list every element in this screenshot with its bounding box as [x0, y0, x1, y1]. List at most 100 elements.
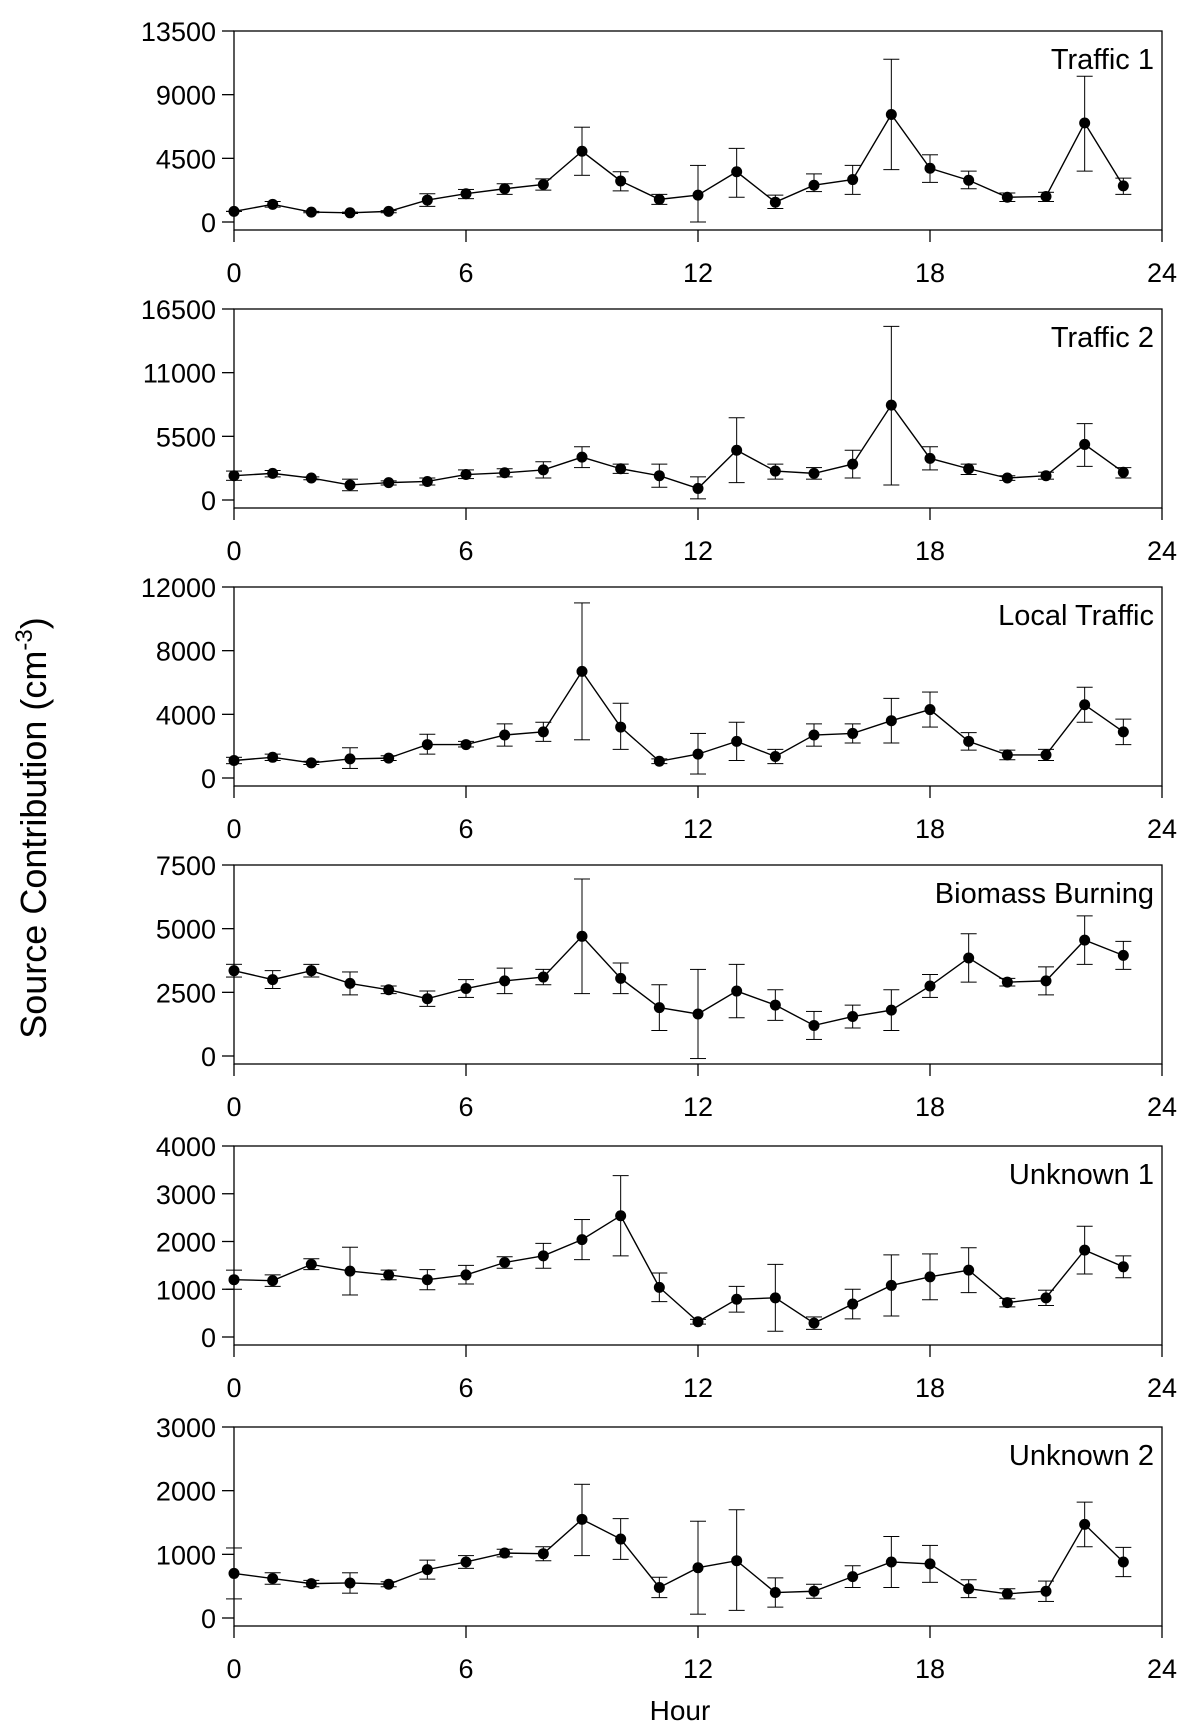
- data-point: [1117, 1556, 1129, 1568]
- data-point: [499, 1547, 511, 1559]
- data-point: [963, 174, 975, 186]
- data-point: [1079, 1518, 1091, 1530]
- y-tick-label: 3000: [156, 1180, 216, 1210]
- data-point: [305, 1578, 317, 1590]
- data-point: [267, 198, 279, 210]
- y-axis-label: Source Contribution (cm-3): [11, 617, 54, 1039]
- data-point: [537, 179, 549, 191]
- x-tick-label: 12: [683, 814, 713, 844]
- data-point: [267, 1573, 279, 1585]
- y-tick-label: 4500: [156, 144, 216, 174]
- data-point: [731, 735, 743, 747]
- data-point: [537, 971, 549, 983]
- data-point: [344, 977, 356, 989]
- data-point: [847, 727, 859, 739]
- data-point: [305, 1258, 317, 1270]
- x-tick-label: 6: [458, 258, 473, 288]
- data-point: [576, 665, 588, 677]
- y-tick-label: 0: [201, 1604, 216, 1634]
- x-tick-label: 18: [915, 258, 945, 288]
- data-point: [1040, 1292, 1052, 1304]
- data-point: [499, 1257, 511, 1269]
- data-point: [1117, 949, 1129, 961]
- data-point: [1079, 699, 1091, 711]
- data-point: [344, 1577, 356, 1589]
- data-point: [847, 1571, 859, 1583]
- data-point: [305, 206, 317, 218]
- data-point: [1040, 470, 1052, 482]
- x-tick-label: 0: [226, 536, 241, 566]
- data-point: [731, 1293, 743, 1305]
- data-point: [460, 983, 472, 995]
- data-point: [692, 1008, 704, 1020]
- data-point: [963, 1583, 975, 1595]
- data-point: [228, 754, 240, 766]
- data-point: [731, 985, 743, 997]
- panel-6: 0 1000 2000 3000 0 6 12 18 24 Unknown 2: [156, 1413, 1177, 1684]
- x-tick-label: 0: [226, 1373, 241, 1403]
- data-point: [228, 965, 240, 977]
- data-point: [267, 751, 279, 763]
- data-point: [383, 477, 395, 489]
- x-tick-label: 6: [458, 814, 473, 844]
- data-point: [1040, 975, 1052, 987]
- x-tick-label: 0: [226, 814, 241, 844]
- data-point: [421, 993, 433, 1005]
- data-point: [615, 1533, 627, 1545]
- panel-4: 0 2500 5000 7500 0 6 12 18 24 Biomass Burning: [156, 851, 1177, 1122]
- data-point: [576, 451, 588, 463]
- data-point: [305, 472, 317, 484]
- data-point: [1040, 749, 1052, 761]
- data-point: [344, 479, 356, 491]
- data-point: [1001, 749, 1013, 761]
- data-point: [537, 464, 549, 476]
- data-point: [1079, 1244, 1091, 1256]
- data-point: [847, 1298, 859, 1310]
- data-point: [653, 1581, 665, 1593]
- x-tick-label: 18: [915, 536, 945, 566]
- data-point: [885, 1279, 897, 1291]
- data-point: [1001, 472, 1013, 484]
- data-point: [460, 469, 472, 481]
- data-point: [924, 1271, 936, 1283]
- data-point: [344, 753, 356, 765]
- data-point: [615, 721, 627, 733]
- y-tick-label: 11000: [143, 359, 216, 389]
- x-tick-label: 0: [226, 1092, 241, 1122]
- data-point: [421, 475, 433, 487]
- x-tick-label: 12: [683, 536, 713, 566]
- data-point: [383, 205, 395, 217]
- data-point: [769, 751, 781, 763]
- data-point: [267, 1275, 279, 1287]
- x-tick-label: 18: [915, 1092, 945, 1122]
- series-line: [233, 935, 1124, 1027]
- data-point: [1001, 976, 1013, 988]
- data-point: [383, 752, 395, 764]
- data-point: [769, 1587, 781, 1599]
- x-tick-label: 24: [1147, 258, 1177, 288]
- x-tick-label: 12: [683, 1654, 713, 1684]
- data-point: [808, 1317, 820, 1329]
- data-point: [228, 470, 240, 482]
- data-point: [653, 1002, 665, 1014]
- x-tick-label: 6: [458, 1092, 473, 1122]
- data-point: [615, 1210, 627, 1222]
- y-tick-label: 2500: [156, 978, 216, 1008]
- data-point: [267, 974, 279, 986]
- data-point: [383, 1269, 395, 1281]
- x-tick-label: 24: [1147, 536, 1177, 566]
- data-point: [963, 1264, 975, 1276]
- series-line: [233, 1214, 1124, 1324]
- data-point: [808, 1019, 820, 1031]
- y-tick-label: 1000: [156, 1540, 216, 1570]
- data-point: [499, 729, 511, 741]
- data-point: [499, 975, 511, 987]
- data-point: [344, 1265, 356, 1277]
- data-point: [421, 739, 433, 751]
- data-point: [847, 1011, 859, 1023]
- data-point: [1117, 180, 1129, 192]
- y-tick-label: 2000: [156, 1477, 216, 1507]
- y-tick-label: 13500: [141, 17, 216, 47]
- y-tick-label: 5500: [156, 422, 216, 452]
- data-point: [383, 1578, 395, 1590]
